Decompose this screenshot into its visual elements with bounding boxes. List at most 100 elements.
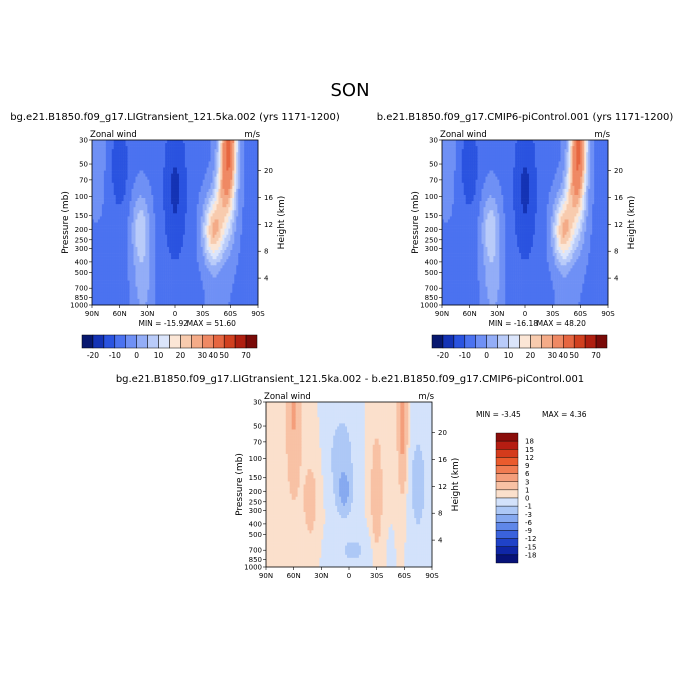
heat-cell [178, 152, 182, 156]
heat-cell [119, 277, 122, 281]
heat-cell [141, 188, 144, 193]
heat-cell [554, 140, 557, 144]
heat-cell [149, 204, 152, 208]
heat-cell [246, 164, 249, 168]
heat-cell [155, 167, 158, 171]
heat-cell [218, 195, 221, 199]
y-tick-label: 50 [79, 161, 88, 169]
heat-cell [216, 161, 219, 165]
heat-cell [153, 155, 156, 159]
heat-cell [113, 161, 117, 165]
heat-cell [139, 216, 142, 220]
heat-cell [109, 176, 113, 181]
heat-cell [178, 207, 182, 211]
heat-cell [528, 146, 532, 150]
heat-cell [206, 277, 209, 281]
heat-cell [147, 201, 150, 205]
heat-cell [246, 280, 249, 284]
heat-cell [175, 210, 178, 214]
heat-cell [224, 188, 227, 193]
heat-cell [141, 262, 144, 266]
heat-cell [165, 250, 168, 254]
heat-cell [226, 286, 229, 291]
heat-cell [131, 250, 134, 254]
heat-cell [192, 240, 196, 245]
heat-cell [182, 191, 186, 196]
heat-cell [513, 143, 516, 147]
heat-cell [125, 250, 128, 254]
heat-cell [101, 179, 105, 184]
heat-cell [206, 143, 209, 147]
heat-cell [214, 179, 217, 184]
heat-cell [182, 283, 186, 287]
heat-cell [115, 173, 118, 177]
heat-cell [198, 182, 201, 187]
heat-cell [135, 286, 138, 291]
heat-cell [92, 283, 95, 287]
heat-cell [143, 146, 146, 150]
heat-cell [198, 188, 201, 193]
heat-cell [127, 164, 130, 168]
heat-cell [163, 188, 166, 193]
heat-cell [212, 149, 215, 153]
heat-cell [161, 201, 164, 205]
heat-cell [149, 149, 152, 153]
heat-cell [147, 228, 150, 232]
heat-cell [180, 191, 184, 196]
heat-cell [153, 176, 156, 181]
heat-cell [244, 179, 247, 184]
heat-cell [145, 179, 148, 184]
heat-cell [107, 213, 111, 217]
heat-cell [107, 274, 111, 278]
heat-cell [526, 140, 530, 144]
heat-cell [188, 204, 192, 208]
heat-cell [250, 265, 253, 269]
heat-cell [248, 216, 251, 220]
heat-cell [139, 176, 142, 181]
heat-cell [238, 271, 241, 275]
heat-cell [208, 253, 211, 257]
heat-cell [161, 164, 164, 168]
heat-cell [131, 164, 134, 168]
heat-cell [222, 152, 225, 156]
heat-cell [212, 228, 215, 232]
heat-cell [483, 152, 486, 156]
heat-cell [153, 253, 156, 257]
heat-cell [109, 143, 113, 147]
heat-cell [465, 146, 468, 150]
heat-cell [113, 298, 117, 303]
heat-cell [487, 149, 490, 153]
heat-cell [157, 286, 160, 291]
heat-cell [127, 289, 130, 294]
heat-cell [208, 295, 211, 300]
heat-cell [234, 179, 237, 184]
heat-cell [163, 289, 166, 294]
heat-cell [117, 250, 120, 254]
heat-cell [117, 170, 120, 174]
heat-cell [131, 216, 134, 220]
heat-cell [252, 179, 255, 184]
heat-cell [570, 143, 573, 147]
heat-cell [95, 283, 99, 287]
heat-cell [165, 164, 168, 168]
heat-cell [109, 274, 113, 278]
heat-cell [188, 289, 192, 294]
heat-cell [224, 207, 227, 211]
heat-cell [129, 277, 132, 281]
heat-cell [244, 213, 247, 217]
heat-cell [111, 170, 115, 174]
heat-cell [576, 146, 579, 150]
heat-cell [228, 152, 231, 156]
heat-cell [194, 240, 198, 245]
heat-cell [202, 228, 205, 232]
heat-cell [204, 243, 207, 248]
heat-cell [560, 149, 563, 153]
heat-cell [584, 140, 587, 144]
heat-cell [97, 231, 101, 236]
heat-cell [163, 164, 166, 168]
heat-cell [222, 298, 225, 303]
heat-cell [147, 246, 150, 251]
heat-cell [123, 292, 126, 297]
heat-cell [248, 289, 251, 294]
heat-cell [153, 228, 156, 232]
